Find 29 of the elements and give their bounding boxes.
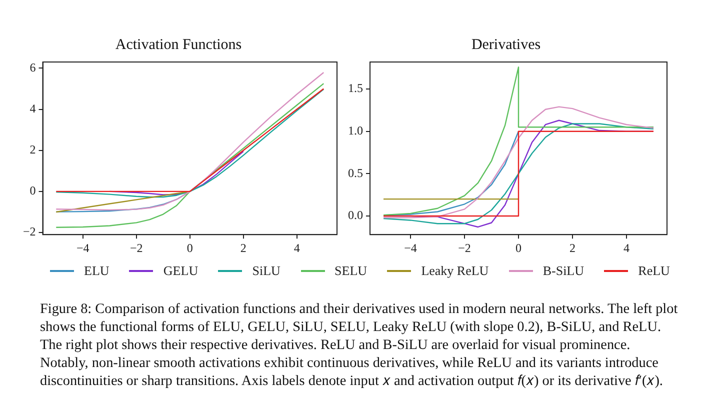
x-tick-label: −2 xyxy=(458,240,471,255)
legend-label: ELU xyxy=(84,263,110,279)
y-tick-label: 6 xyxy=(30,60,36,74)
x-tick-label: 4 xyxy=(624,240,630,255)
x-tick-label: −4 xyxy=(404,240,417,255)
legend-label: GELU xyxy=(163,263,198,279)
y-tick-label: 0 xyxy=(30,184,36,198)
legend-label: SELU xyxy=(334,263,368,279)
y-tick-label: 0.5 xyxy=(348,166,363,180)
x-tick-label: −4 xyxy=(76,240,90,255)
x-tick-label: 2 xyxy=(570,240,576,255)
caption: Figure 8: Comparison of activation functions and their derivatives used in modern neural networks. The left plot shows the functional forms of ELU, GELU, SiLU, SELU, Leaky ReLU (with slope 0.2), B-SiLU, and ReLU. The right plot shows their respective derivatives. ReLU and B-SiLU are overlaid for visual prominence. Notably, non-linear smooth activations exhibit continuous derivatives, while ReLU and its variants introduce discontinuities or sharp transitions. Axis labels denote input 𝑥 and activation output 𝑓(𝑥) or its derivative 𝑓′(𝑥). xyxy=(40,300,679,390)
y-tick-label: −2 xyxy=(22,224,36,239)
legend-label: SiLU xyxy=(252,263,280,279)
x-tick-label: 4 xyxy=(294,240,300,255)
x-tick-label: −2 xyxy=(130,240,143,255)
y-tick-label: 2 xyxy=(30,142,36,157)
y-tick-label: 4 xyxy=(30,101,36,116)
chart-title: Activation Functions xyxy=(115,36,242,53)
legend-label: ReLU xyxy=(638,263,670,279)
x-tick-label: 0 xyxy=(186,240,193,255)
y-tick-label: 1.0 xyxy=(348,124,363,138)
chart-title: Derivatives xyxy=(471,36,541,53)
x-tick-label: 2 xyxy=(240,240,246,255)
y-tick-label: 1.5 xyxy=(348,81,363,96)
y-tick-label: 0.0 xyxy=(348,208,363,222)
legend-label: B-SiLU xyxy=(542,263,584,279)
x-tick-label: 0 xyxy=(516,240,522,255)
legend-label: Leaky ReLU xyxy=(421,263,489,279)
